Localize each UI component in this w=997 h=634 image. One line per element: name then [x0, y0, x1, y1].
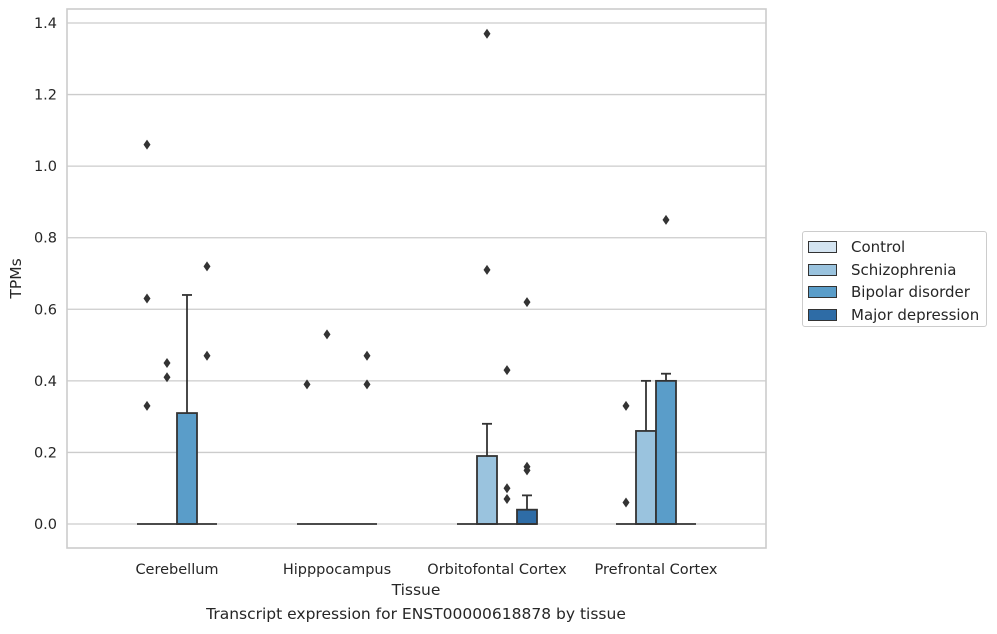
- legend-swatch-bipolar-disorder: [808, 286, 837, 299]
- outlier-point: [363, 379, 371, 390]
- outlier-point: [483, 264, 491, 275]
- chart-caption: Transcript expression for ENST0000061887…: [206, 605, 626, 623]
- x-tick-label: Cerebellum: [135, 562, 218, 578]
- outlier-point: [203, 350, 211, 361]
- box-series: [137, 294, 696, 525]
- box-body: [516, 508, 538, 525]
- outlier-point: [662, 214, 670, 225]
- box-body: [655, 379, 677, 525]
- outlier-point: [523, 465, 531, 476]
- outlier-point: [163, 372, 171, 383]
- y-tick-label: 1.0: [34, 159, 57, 175]
- outlier-point: [143, 293, 151, 304]
- box-bipolar-disorder: [655, 372, 677, 525]
- y-tick-label: 0.2: [34, 445, 57, 461]
- legend-item-schizophrenia: Schizophrenia: [808, 259, 981, 282]
- outlier-point: [143, 139, 151, 150]
- plot-area-frame: [66, 8, 767, 549]
- y-tick-label: 0.8: [34, 231, 57, 247]
- outlier-point: [523, 297, 531, 308]
- outlier-point: [163, 357, 171, 368]
- legend-item-major-depression: Major depression: [808, 304, 981, 327]
- outlier-point: [483, 28, 491, 39]
- legend-label: Control: [851, 238, 906, 257]
- y-axis-ticks: 0.0 0.2 0.4 0.6 0.8 1.0 1.2 1.4: [34, 16, 57, 533]
- x-axis-label: Tissue: [391, 581, 441, 599]
- y-tick-label: 1.4: [34, 16, 57, 32]
- y-axis-label: TPMs: [7, 258, 25, 299]
- outlier-point: [503, 493, 511, 504]
- outlier-point: [303, 379, 311, 390]
- box-schizophrenia: [476, 422, 498, 525]
- box-schizophrenia: [635, 379, 657, 525]
- outlier-point: [622, 400, 630, 411]
- legend: Control Schizophrenia Bipolar disorder M…: [802, 231, 987, 327]
- box-bipolar-disorder: [176, 294, 198, 525]
- outlier-point: [143, 400, 151, 411]
- box-body: [635, 430, 657, 525]
- outlier-point: [503, 483, 511, 494]
- legend-swatch-schizophrenia: [808, 263, 837, 276]
- legend-item-control: Control: [808, 236, 981, 259]
- outlier-point: [503, 365, 511, 376]
- legend-item-bipolar-disorder: Bipolar disorder: [808, 281, 981, 304]
- y-tick-label: 0.4: [34, 374, 57, 390]
- box-body: [176, 412, 198, 525]
- outlier-points: [143, 28, 670, 508]
- y-tick-label: 0.0: [34, 517, 57, 533]
- legend-label: Bipolar disorder: [851, 283, 970, 302]
- x-tick-label: Prefrontal Cortex: [595, 562, 718, 578]
- legend-label: Schizophrenia: [851, 260, 957, 279]
- legend-swatch-major-depression: [808, 308, 837, 321]
- outlier-point: [622, 497, 630, 508]
- legend-swatch-control: [808, 241, 837, 254]
- x-axis-ticks: Cerebellum Hipppocampus Orbitofontal Corte…: [135, 562, 717, 578]
- x-tick-label: Orbitofontal Cortex: [427, 562, 567, 578]
- box-major-depression: [516, 494, 538, 525]
- y-tick-label: 0.6: [34, 302, 57, 318]
- y-tick-label: 1.2: [34, 88, 57, 104]
- outlier-point: [203, 261, 211, 272]
- legend-label: Major depression: [851, 305, 980, 324]
- outlier-point: [323, 329, 331, 340]
- x-tick-label: Hipppocampus: [283, 562, 391, 578]
- outlier-point: [363, 350, 371, 361]
- box-body: [476, 455, 498, 525]
